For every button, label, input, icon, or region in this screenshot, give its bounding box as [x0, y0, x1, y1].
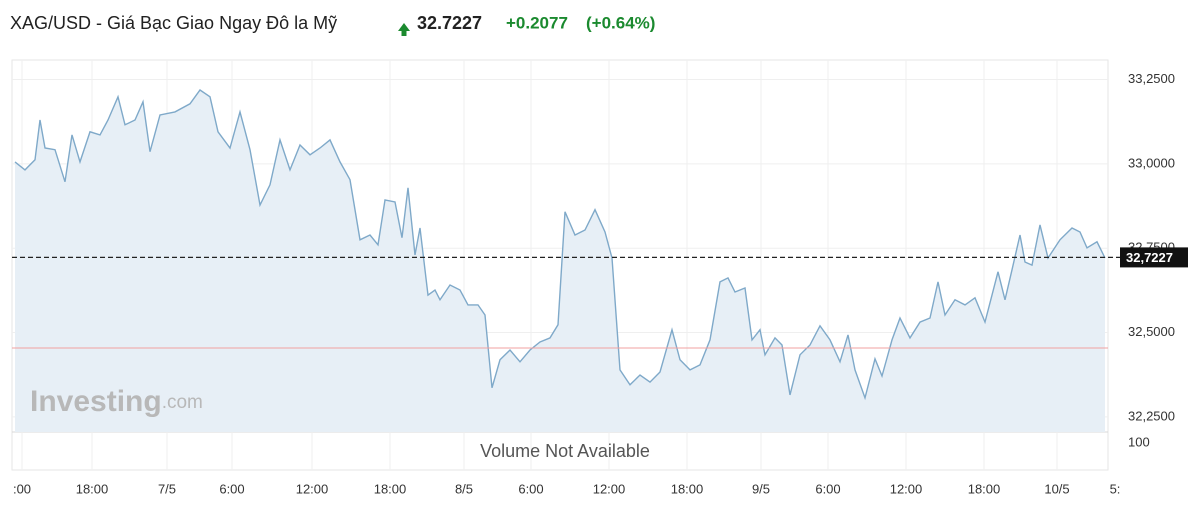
x-tick-label: 6:00	[518, 481, 543, 496]
volume-tick-label: 100	[1128, 434, 1150, 449]
y-tick-label: 32,5000	[1128, 324, 1175, 339]
x-tick-label: 18:00	[374, 481, 407, 496]
y-tick-label: 33,0000	[1128, 155, 1175, 170]
y-tick-label: 32,2500	[1128, 408, 1175, 423]
plot-frame	[11, 59, 1109, 471]
x-tick-label: 9/5	[752, 481, 770, 496]
x-tick-label: 10/5	[1044, 481, 1069, 496]
line	[14, 89, 1106, 401]
x-tick-label: 12:00	[593, 481, 626, 496]
up-arrow	[398, 23, 410, 36]
x-tick-label: 18:00	[76, 481, 109, 496]
price: 32.7227	[417, 13, 482, 33]
title: XAG/USD - Giá Bạc Giao Ngay Đô la Mỹ	[10, 13, 337, 33]
x-tick-label: 6:00	[815, 481, 840, 496]
x-tick-label: 7/5	[158, 481, 176, 496]
current-price-label: 32,7227	[1126, 250, 1173, 265]
area	[15, 90, 1105, 432]
watermark-brand: Investing	[30, 385, 162, 418]
x-tick-label: 12:00	[890, 481, 923, 496]
x-tick-label: :00	[13, 481, 31, 496]
x-tick-label: 6:00	[219, 481, 244, 496]
watermark-suffix: .com	[162, 392, 203, 413]
change-percent: (+0.64%)	[586, 13, 655, 32]
x-tick-label: 8/5	[455, 481, 473, 496]
change: +0.2077	[506, 13, 568, 32]
current-price-box	[1120, 247, 1188, 268]
volume-message: Volume Not Available	[480, 441, 650, 461]
x-tick-label: 12:00	[296, 481, 329, 496]
x-tick-label: 18:00	[968, 481, 1001, 496]
x-tick-label: 5:	[1110, 481, 1121, 496]
y-tick-label: 33,2500	[1128, 71, 1175, 86]
watermark: Investing.com	[30, 385, 203, 418]
x-tick-label: 18:00	[671, 481, 704, 496]
